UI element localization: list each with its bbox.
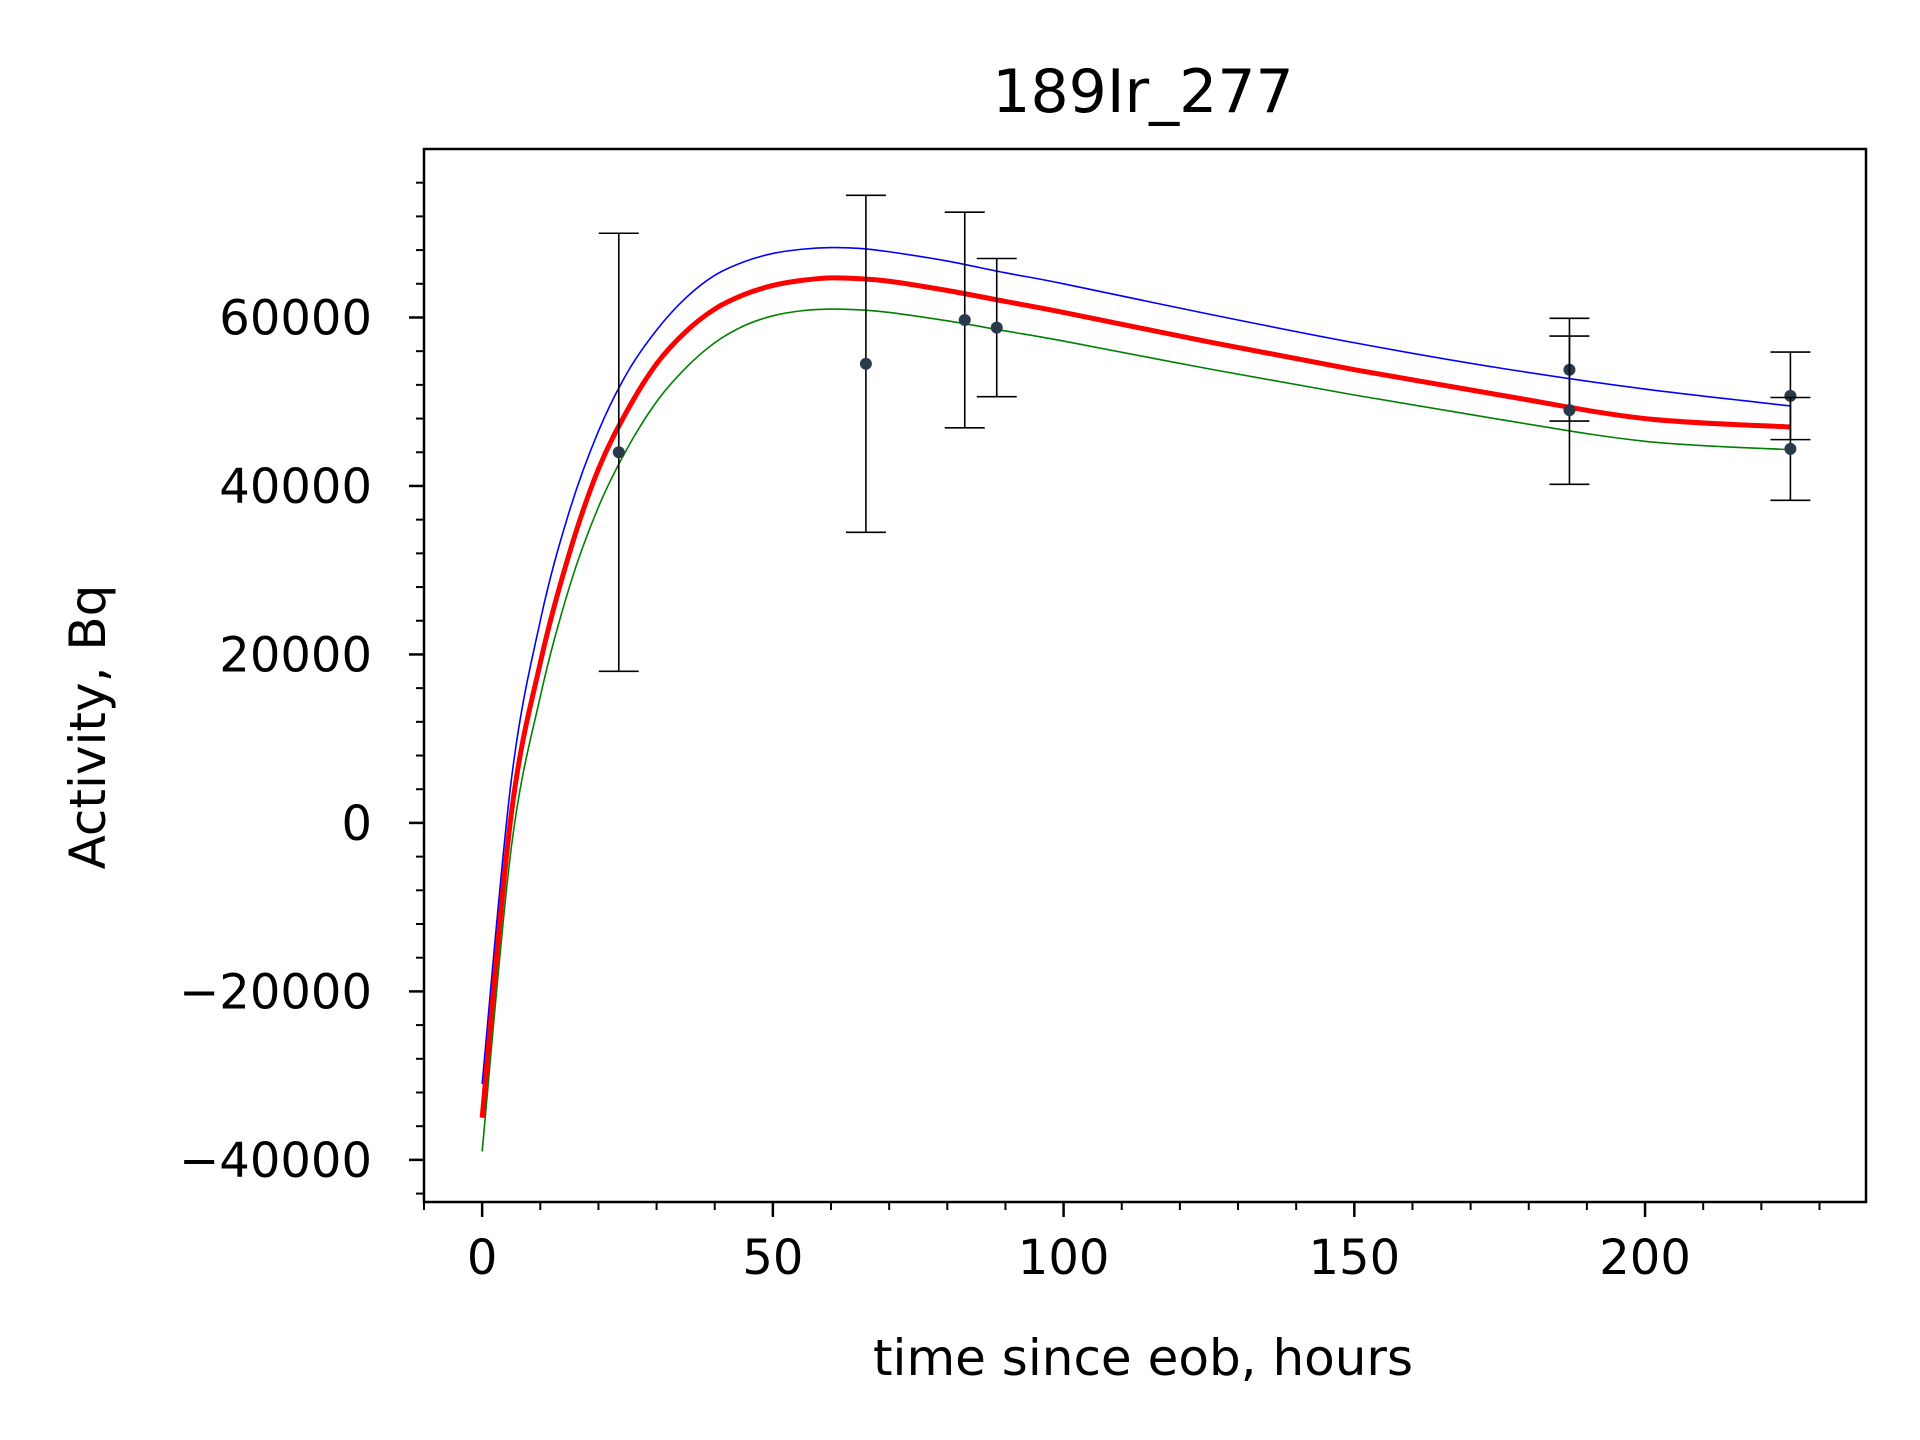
x-tick-label: 0	[467, 1230, 498, 1286]
x-axis: 0 50 100 150 200	[423, 1202, 1821, 1286]
upper-bound-curve	[481, 246, 1791, 1085]
y-tick-label: −20000	[179, 964, 372, 1020]
x-tick-label: 200	[1599, 1230, 1691, 1286]
data-points-layer	[598, 194, 1811, 673]
data-point	[1784, 442, 1797, 455]
data-point	[1563, 404, 1576, 417]
y-tick-label: 40000	[219, 459, 372, 515]
x-tick-label: 150	[1309, 1230, 1401, 1286]
y-tick-label: 20000	[219, 627, 372, 683]
x-axis-title: time since eob, hours	[873, 1329, 1413, 1387]
lower-bound-curve	[481, 308, 1791, 1152]
chart-title: 189Ir_277	[992, 57, 1293, 127]
x-tick-label: 100	[1018, 1230, 1110, 1286]
plot-area	[479, 194, 1811, 1152]
data-point	[990, 321, 1003, 334]
y-axis: −40000 −20000 0 20000 40000 60000	[179, 181, 424, 1195]
data-point	[958, 314, 971, 327]
y-tick-label: −40000	[179, 1133, 372, 1189]
series-layer	[479, 246, 1791, 1152]
plot-frame	[422, 147, 1868, 1204]
data-point	[859, 357, 872, 370]
y-tick-label: 0	[341, 796, 372, 852]
data-point	[1784, 389, 1797, 402]
data-point	[612, 446, 625, 459]
x-tick-label: 50	[742, 1230, 803, 1286]
y-axis-title: Activity, Bq	[59, 585, 117, 870]
y-tick-label: 60000	[219, 290, 372, 346]
fit-curve	[479, 275, 1791, 1118]
